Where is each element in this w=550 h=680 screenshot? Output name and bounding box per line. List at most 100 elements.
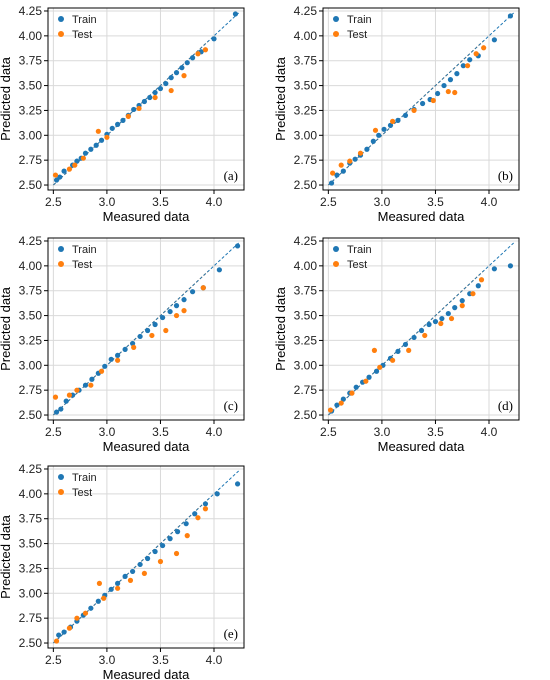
y-tick-label: 3.50 bbox=[294, 79, 318, 93]
y-tick-label: 2.75 bbox=[294, 153, 318, 167]
test-point bbox=[104, 134, 110, 140]
legend-marker-test bbox=[333, 31, 339, 37]
train-point bbox=[88, 146, 94, 152]
train-point bbox=[366, 374, 372, 380]
legend-marker-train bbox=[58, 16, 64, 22]
train-point bbox=[395, 348, 401, 354]
train-point bbox=[152, 321, 158, 328]
train-point bbox=[141, 98, 147, 105]
train-point bbox=[152, 89, 158, 96]
x-tick-label: 2.5 bbox=[45, 425, 62, 439]
y-tick-label: 4.00 bbox=[19, 487, 43, 501]
y-tick-label: 3.75 bbox=[294, 54, 318, 68]
test-point bbox=[390, 357, 396, 363]
test-point bbox=[448, 315, 455, 322]
test-point bbox=[430, 97, 436, 104]
plot-frame bbox=[322, 237, 520, 421]
test-point bbox=[181, 73, 187, 79]
panel-label: (b) bbox=[498, 168, 513, 183]
y-tick-label: 2.75 bbox=[19, 153, 43, 167]
train-point bbox=[507, 263, 514, 269]
train-point bbox=[459, 298, 465, 304]
test-point bbox=[473, 51, 479, 57]
train-point bbox=[57, 174, 63, 180]
test-point bbox=[377, 364, 383, 370]
train-point bbox=[160, 542, 166, 549]
test-point bbox=[173, 550, 180, 557]
train-point bbox=[163, 80, 169, 87]
train-point bbox=[340, 396, 346, 402]
test-point bbox=[52, 172, 59, 178]
y-tick-label: 3.00 bbox=[19, 358, 43, 372]
train-point bbox=[115, 121, 121, 127]
train-point bbox=[364, 146, 370, 152]
train-point bbox=[74, 158, 80, 164]
train-point bbox=[214, 491, 220, 497]
test-point bbox=[131, 344, 137, 350]
chart-panel-4: 2.5 3.0 3.5 4.0 2.50 2.75 3.00 3.25 3.50 3.75 4.00… bbox=[273, 234, 520, 454]
x-tick-label: 3.5 bbox=[152, 425, 169, 439]
train-point bbox=[381, 126, 387, 132]
y-tick-label: 2.75 bbox=[294, 383, 318, 397]
train-point bbox=[439, 315, 445, 322]
train-point bbox=[402, 112, 409, 119]
train-point bbox=[167, 536, 173, 542]
test-point bbox=[115, 585, 121, 591]
panel-label: (e) bbox=[224, 626, 238, 641]
train-point bbox=[418, 327, 425, 334]
y-tick-label: 3.50 bbox=[19, 537, 43, 551]
y-axis-label: Predicted data bbox=[0, 514, 13, 599]
train-point bbox=[137, 561, 143, 568]
y-tick-label: 4.00 bbox=[19, 29, 43, 43]
train-point bbox=[137, 333, 143, 340]
train-point bbox=[88, 605, 94, 611]
train-point bbox=[145, 555, 151, 562]
test-point bbox=[371, 347, 378, 353]
train-point bbox=[491, 37, 497, 43]
y-tick-label: 3.00 bbox=[19, 128, 43, 142]
test-point bbox=[422, 332, 428, 339]
legend-label-train: Train bbox=[347, 244, 372, 256]
train-point bbox=[334, 172, 340, 178]
test-point bbox=[66, 166, 73, 172]
panel-label: (a) bbox=[224, 168, 238, 183]
train-point bbox=[173, 70, 180, 76]
train-point bbox=[211, 36, 217, 42]
train-point bbox=[56, 632, 62, 638]
train-point bbox=[168, 75, 174, 81]
train-point bbox=[402, 341, 409, 348]
panel-label: (d) bbox=[498, 398, 513, 413]
legend-marker-test bbox=[58, 261, 64, 267]
y-tick-label: 4.25 bbox=[19, 462, 43, 476]
train-point bbox=[192, 511, 198, 517]
legend-label-test: Test bbox=[347, 29, 367, 41]
train-point bbox=[93, 142, 99, 148]
train-point bbox=[157, 85, 164, 92]
test-point bbox=[115, 357, 121, 363]
y-tick-label: 3.00 bbox=[294, 128, 318, 142]
test-point bbox=[438, 320, 444, 327]
train-point bbox=[53, 409, 60, 415]
panel-label: (c) bbox=[224, 398, 238, 413]
test-point bbox=[459, 303, 465, 309]
train-point bbox=[173, 303, 180, 309]
legend-label-test: Test bbox=[72, 487, 92, 499]
train-point bbox=[131, 106, 137, 113]
y-tick-label: 3.75 bbox=[19, 54, 43, 68]
train-point bbox=[420, 100, 426, 107]
legend-label-test: Test bbox=[347, 259, 367, 271]
test-point bbox=[96, 580, 103, 586]
train-point bbox=[152, 548, 158, 555]
y-tick-label: 3.25 bbox=[19, 561, 43, 575]
y-tick-label: 3.25 bbox=[19, 103, 43, 117]
train-point bbox=[120, 117, 126, 123]
y-tick-label: 2.50 bbox=[294, 408, 318, 422]
train-point bbox=[352, 156, 358, 162]
x-tick-label: 2.5 bbox=[45, 653, 62, 667]
y-tick-label: 3.00 bbox=[294, 358, 318, 372]
train-point bbox=[447, 77, 454, 83]
train-point bbox=[189, 289, 196, 295]
train-point bbox=[130, 568, 136, 575]
x-tick-label: 3.0 bbox=[99, 425, 116, 439]
